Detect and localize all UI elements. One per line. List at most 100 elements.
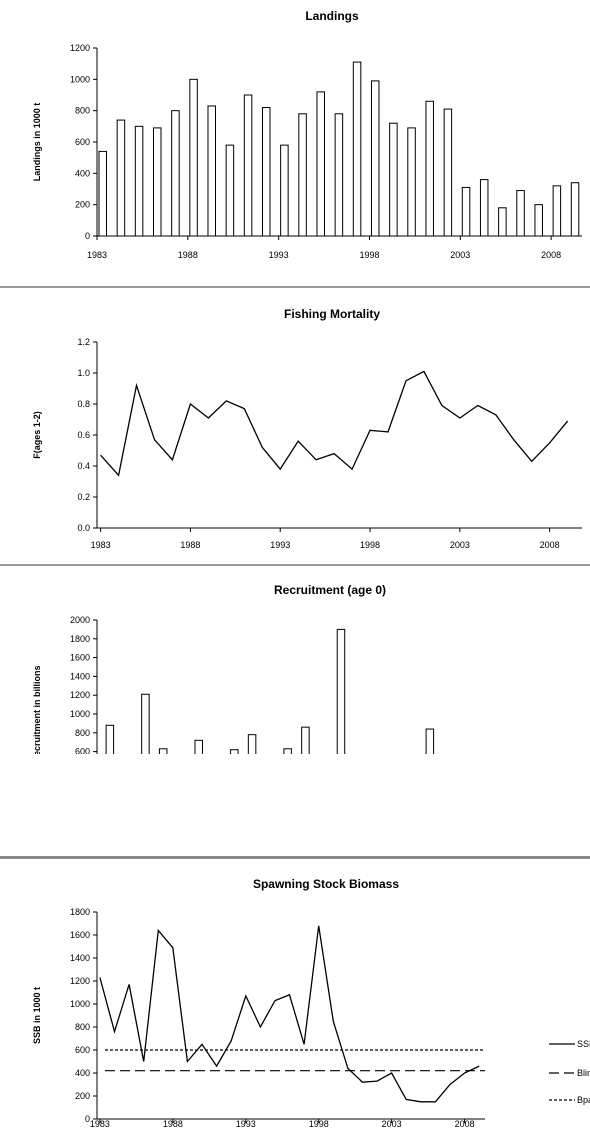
y-axis-label: F(ages 1-2) xyxy=(32,411,42,459)
chart-title: Spawning Stock Biomass xyxy=(253,877,399,891)
bar-2001 xyxy=(425,100,434,237)
series-line-0 xyxy=(100,370,569,477)
x-tick-label: 1998 xyxy=(309,1119,329,1129)
x-tick-label: 1993 xyxy=(270,540,290,550)
bar-1985 xyxy=(141,693,150,809)
x-tick-label: 1988 xyxy=(180,540,200,550)
y-tick-label: 0.4 xyxy=(77,461,90,471)
x-tick-label: 1998 xyxy=(359,250,379,260)
fishing-mortality-chart: Fishing Mortality 0.0 0.2 0.4 0.6 0.8 1.0 1.2 19… xyxy=(32,307,582,550)
x-tick-label: 1983 xyxy=(90,1119,110,1129)
y-axis-label: Landings in 1000 t xyxy=(32,103,42,182)
x-tick-label: 1988 xyxy=(178,250,198,260)
chart-title: Fishing Mortality xyxy=(284,307,380,321)
y-tick-label: 1000 xyxy=(70,74,90,84)
x-tick-label: 1993 xyxy=(269,250,289,260)
bar-1999 xyxy=(389,122,398,237)
y-tick-label: 1200 xyxy=(70,976,90,986)
recruitment-chart: Recruitment (age 0)020040060080010001200… xyxy=(32,583,577,832)
bar-1983 xyxy=(98,150,107,237)
y-tick-label: 400 xyxy=(75,1068,90,1078)
bar-1994 xyxy=(301,726,310,809)
y-tick-label: 1600 xyxy=(70,930,90,940)
y-tick-label: 2000 xyxy=(70,615,90,625)
bar-1994 xyxy=(298,113,307,237)
y-tick-label: 0.2 xyxy=(77,492,90,502)
bar-1991 xyxy=(243,94,253,237)
y-tick-label: 1400 xyxy=(70,953,90,963)
bar-1993 xyxy=(280,144,289,237)
bar-2001 xyxy=(425,728,435,809)
legend-label-ssb: SSB xyxy=(577,1039,590,1049)
recruitment-panel: Recruitment (age 0)020040060080010001200… xyxy=(0,568,590,832)
landings-panel: Landings 0 200 400 600 800 1000 1200 1983 1988 199… xyxy=(0,0,590,284)
y-axis-label: Recruitment in billions xyxy=(32,665,42,754)
y-tick-label: 1800 xyxy=(70,634,90,644)
legend-label-blim: Blim xyxy=(577,1068,590,1078)
bar-2006 xyxy=(516,190,525,237)
y-tick-label: 600 xyxy=(75,137,90,147)
bar-1991 xyxy=(247,734,257,809)
x-tick-label: 2008 xyxy=(540,540,560,550)
y-tick-label: 0 xyxy=(85,1114,90,1124)
bar-1992 xyxy=(261,107,271,237)
y-tick-label: 1.0 xyxy=(77,368,90,378)
ssb-chart: Spawning Stock Biomass 0 200 400 600 800 1000 1… xyxy=(32,877,590,1129)
x-tick-label: 1983 xyxy=(91,540,111,550)
ssb-panel: Spawning Stock Biomass 0 200 400 600 800 1000 1… xyxy=(0,860,590,1133)
chart-title: Recruitment (age 0) xyxy=(274,583,386,597)
y-axis-label: SSB in 1000 t xyxy=(32,987,42,1044)
bar-2000 xyxy=(407,127,416,237)
x-tick-label: 2003 xyxy=(382,1119,402,1129)
bar-1985 xyxy=(134,125,144,237)
legend-label-bpa: Bpa xyxy=(577,1095,590,1105)
y-tick-label: 1.2 xyxy=(77,337,90,347)
bar-1998 xyxy=(370,80,380,237)
bar-1995 xyxy=(316,91,325,237)
fishing-mortality-panel: Fishing Mortality 0.0 0.2 0.4 0.6 0.8 1.0 1.2 19… xyxy=(0,290,590,562)
bar-2009 xyxy=(570,182,580,237)
bar-1988 xyxy=(189,78,198,237)
y-tick-label: 1200 xyxy=(70,690,90,700)
y-tick-label: 0.6 xyxy=(77,430,90,440)
y-tick-label: 600 xyxy=(75,1045,90,1055)
bar-1986 xyxy=(152,127,162,237)
bar-1997 xyxy=(352,61,362,237)
y-tick-label: 1400 xyxy=(70,671,90,681)
y-tick-label: 800 xyxy=(75,106,90,116)
x-tick-label: 2008 xyxy=(541,250,561,260)
y-tick-label: 800 xyxy=(75,1022,90,1032)
y-tick-label: 1000 xyxy=(70,709,90,719)
y-tick-label: 0 xyxy=(85,231,90,241)
bar-1988 xyxy=(194,739,203,809)
x-tick-label: 2008 xyxy=(455,1119,475,1129)
bar-1987 xyxy=(171,110,180,237)
series-line-ssb xyxy=(99,925,480,1103)
bar-1986 xyxy=(158,748,168,809)
bar-1983 xyxy=(105,724,115,809)
bar-2007 xyxy=(534,204,543,237)
bar-2003 xyxy=(461,186,471,237)
divider xyxy=(0,856,590,859)
x-tick-label: 2003 xyxy=(450,250,470,260)
y-tick-label: 1000 xyxy=(70,999,90,1009)
landings-chart: Landings 0 200 400 600 800 1000 1200 1983 1988 199… xyxy=(32,9,582,260)
chart-title: Landings xyxy=(305,9,359,23)
y-tick-label: 400 xyxy=(75,168,90,178)
x-tick-label: 1988 xyxy=(163,1119,183,1129)
x-tick-label: 1993 xyxy=(236,1119,256,1129)
divider xyxy=(0,286,590,288)
bar-2002 xyxy=(443,108,453,237)
bar-1989 xyxy=(207,105,216,237)
bar-1996 xyxy=(334,113,344,237)
y-tick-label: 200 xyxy=(75,1091,90,1101)
bar-1984 xyxy=(116,119,126,237)
y-tick-label: 600 xyxy=(75,747,90,754)
divider xyxy=(0,564,590,566)
y-tick-label: 800 xyxy=(75,728,90,738)
bar-1990 xyxy=(230,749,239,809)
bar-1996 xyxy=(336,628,346,809)
bar-2004 xyxy=(479,179,489,237)
y-tick-label: 0.0 xyxy=(77,523,90,533)
bar-2005 xyxy=(498,207,507,237)
